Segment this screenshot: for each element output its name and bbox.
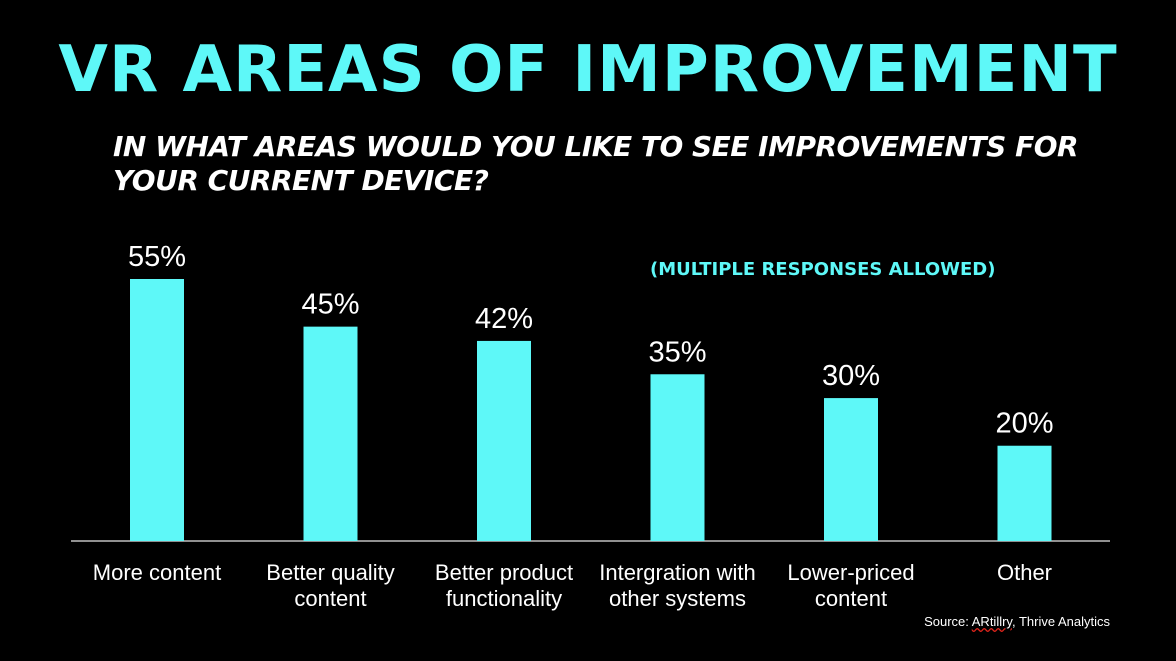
- chart-title: VR AREAS OF IMPROVEMENT: [58, 33, 1118, 107]
- category-label-4-line-1: content: [815, 586, 887, 611]
- chart-subtitle: IN WHAT AREAS WOULD YOU LIKE TO SEE IMPR…: [113, 130, 1093, 198]
- source-citation: Source: ARtillry, Thrive Analytics: [924, 614, 1110, 629]
- subtitle-line-1: IN WHAT AREAS WOULD YOU LIKE TO SEE IMPR…: [113, 130, 1079, 163]
- bar-3: [650, 374, 705, 541]
- bar-2: [477, 340, 531, 541]
- category-label-1-line-0: Better quality: [266, 560, 394, 585]
- category-label-5-line-0: Other: [997, 560, 1052, 585]
- source-brand: ARtillry: [971, 614, 1012, 629]
- category-label-4-line-0: Lower-priced: [787, 560, 914, 585]
- source-prefix: Source:: [924, 614, 972, 629]
- data-label-3: 35%: [648, 336, 706, 368]
- category-label-3-line-1: other systems: [609, 586, 746, 611]
- source-suffix: , Thrive Analytics: [1011, 614, 1110, 629]
- data-label-1: 45%: [301, 289, 359, 321]
- subtitle-line-2: YOUR CURRENT DEVICE?: [113, 164, 489, 197]
- bar-5: [997, 445, 1052, 541]
- data-label-0: 55%: [128, 241, 186, 273]
- category-label-1-line-1: content: [294, 586, 366, 611]
- multiple-responses-note: (MULTIPLE RESPONSES ALLOWED): [650, 259, 996, 280]
- bar-4: [824, 398, 878, 541]
- data-label-2: 42%: [475, 303, 533, 335]
- bar-1: [303, 326, 358, 541]
- category-label-2-line-1: functionality: [446, 586, 562, 611]
- category-label-0-line-0: More content: [93, 560, 221, 585]
- data-label-5: 20%: [995, 408, 1053, 440]
- category-label-2-line-0: Better product: [435, 560, 573, 585]
- data-label-4: 30%: [822, 360, 880, 392]
- bar-0: [130, 279, 184, 541]
- category-label-3-line-0: Intergration with: [599, 560, 756, 585]
